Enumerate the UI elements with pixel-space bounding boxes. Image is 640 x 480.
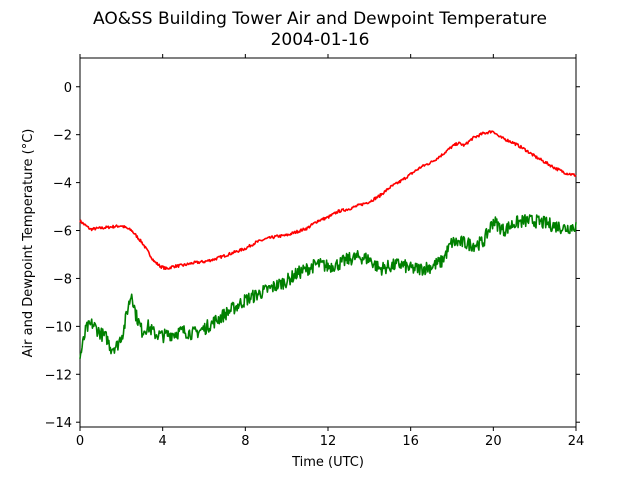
- x-tick-label: 8: [241, 434, 249, 449]
- plot-area: [79, 57, 577, 428]
- y-tick-label: −8: [53, 272, 72, 287]
- y-axis-label: Air and Dewpoint Temperature (°C): [21, 129, 36, 358]
- y-tick-label: −14: [45, 416, 72, 431]
- x-tick-label: 24: [568, 434, 585, 449]
- y-tick-label: −2: [53, 129, 72, 144]
- y-tick-label: −6: [53, 225, 72, 240]
- x-tick-label: 4: [159, 434, 167, 449]
- x-tick-label: 16: [402, 434, 419, 449]
- y-tick-label: 0: [64, 81, 72, 96]
- series-line-2: [79, 214, 577, 359]
- x-tick-label: 12: [320, 434, 337, 449]
- x-axis-label: Time (UTC): [291, 455, 364, 470]
- x-tick-label: 0: [76, 434, 84, 449]
- series-line-1: [79, 130, 577, 271]
- chart-title: AO&SS Building Tower Air and Dewpoint Te…: [93, 9, 547, 29]
- series-layer: [79, 130, 577, 359]
- y-tick-label: −12: [45, 368, 72, 383]
- y-tick-label: −4: [53, 177, 72, 192]
- y-tick-label: −10: [45, 320, 72, 335]
- chart-subtitle: 2004-01-16: [271, 30, 370, 50]
- ticks-layer: 0 4 8 12 16 20 24 −14 −12 −10 −8 −6 −4 −2 0: [45, 54, 585, 449]
- plot-frame: [79, 57, 577, 428]
- x-tick-label: 20: [485, 434, 502, 449]
